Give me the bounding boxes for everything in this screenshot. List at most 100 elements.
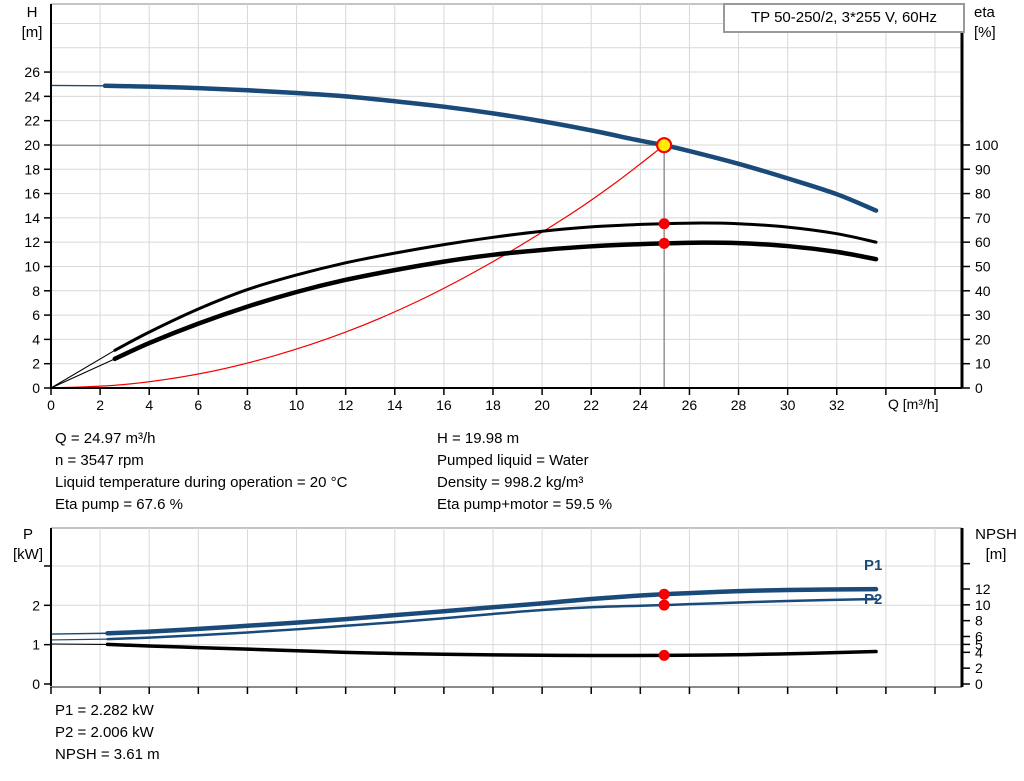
eta-pump-curve-lead-in xyxy=(50,349,116,389)
power-npsh-chart-left-tick-label: 2 xyxy=(32,597,40,613)
power-npsh-chart-right-tick-label: 12 xyxy=(975,581,991,597)
eta-pump-motor-value: Eta pump+motor = 59.5 % xyxy=(437,496,613,513)
p-axis-label-line1: P xyxy=(22,526,33,543)
qh-eta-chart-left-tick-label: 24 xyxy=(24,88,40,104)
qh-eta-chart-x-tick-label: 18 xyxy=(485,397,501,413)
operating-data-right: H = 19.98 m Pumped liquid = Water Densit… xyxy=(437,428,612,516)
qh-eta-chart-right-tick-label: 80 xyxy=(975,186,991,202)
pumped-liquid-value: Pumped liquid = Water xyxy=(437,452,589,469)
npsh-curve xyxy=(105,642,878,658)
power-npsh-chart-right-tick-label: 2 xyxy=(975,660,983,676)
qh-eta-chart-x-tick-label: 30 xyxy=(780,397,796,413)
eta-pump-value: Eta pump = 67.6 % xyxy=(55,496,183,513)
head-curve xyxy=(102,83,879,213)
operating-data-left: Q = 24.97 m³/h n = 3547 rpm Liquid tempe… xyxy=(55,428,347,516)
speed-value: n = 3547 rpm xyxy=(55,452,144,469)
power-npsh-chart-left-tick-label: 0 xyxy=(32,676,40,692)
qh-eta-chart-x-tick-label: 0 xyxy=(47,397,55,413)
eta-pump-motor-curve-lead-in xyxy=(50,358,116,389)
power-npsh-chart-right-tick-label: 6 xyxy=(975,628,983,644)
qh-eta-chart-right-tick-label: 50 xyxy=(975,258,991,274)
p1-curve-lead-in xyxy=(50,632,108,635)
qh-eta-chart-left-tick-label: 14 xyxy=(24,210,40,226)
density-value: Density = 998.2 kg/m³ xyxy=(437,474,584,491)
qh-eta-chart-x-tick-label: 10 xyxy=(289,397,305,413)
qh-eta-chart-x-tick-label: 26 xyxy=(682,397,698,413)
qh-eta-chart-x-tick-label: 8 xyxy=(244,397,252,413)
qh-eta-chart-x-tick-label: 4 xyxy=(145,397,153,413)
qh-eta-chart-left-tick-label: 26 xyxy=(24,64,40,80)
eta-pump-point xyxy=(658,218,670,230)
qh-eta-chart-left-tick-label: 16 xyxy=(24,186,40,202)
pump-type-title-box: TP 50-250/2, 3*255 V, 60Hz xyxy=(723,3,965,33)
p1-point xyxy=(658,588,670,600)
qh-eta-chart-x-tick-label: 20 xyxy=(534,397,550,413)
qh-eta-chart-right-tick-label: 90 xyxy=(975,161,991,177)
qh-eta-chart-x-tick-label: 28 xyxy=(731,397,747,413)
npsh-point xyxy=(658,649,670,661)
qh-eta-chart-left-tick-label: 12 xyxy=(24,234,40,250)
p2-curve-lead-in xyxy=(50,638,108,641)
h-value: H = 19.98 m xyxy=(437,430,520,447)
power-npsh-chart-right-tick-label: 10 xyxy=(975,597,991,613)
p1-curve xyxy=(105,586,879,636)
qh-eta-chart-right-tick-label: 10 xyxy=(975,356,991,372)
qh-eta-chart-x-tick-label: 6 xyxy=(194,397,202,413)
qh-eta-chart-right-tick-label: 20 xyxy=(975,331,991,347)
qh-eta-chart-left-tick-label: 2 xyxy=(32,356,40,372)
qh-eta-chart-x-tick-label: 32 xyxy=(829,397,845,413)
qh-eta-chart-x-tick-label: 12 xyxy=(338,397,354,413)
qh-eta-chart-x-tick-label: 14 xyxy=(387,397,403,413)
power-data: P1 = 2.282 kW P2 = 2.006 kW NPSH = 3.61 … xyxy=(55,700,160,766)
qh-eta-chart-right-tick-label: 30 xyxy=(975,307,991,323)
power-npsh-chart-left-tick-label: 1 xyxy=(32,637,40,653)
power-npsh-chart-right-tick-label: 8 xyxy=(975,613,983,629)
p2-curve-label: P2 xyxy=(864,591,883,608)
power-npsh-chart-right-tick-label: 5 xyxy=(975,636,983,652)
qh-eta-chart-left-tick-label: 4 xyxy=(32,331,40,347)
qh-eta-chart-left-tick-label: 0 xyxy=(32,380,40,396)
h-axis-label-line2: [m] xyxy=(21,24,43,41)
eta-axis-label-line2: [%] xyxy=(974,24,996,41)
p2-curve xyxy=(106,597,878,641)
p-axis-label: P [kW] xyxy=(8,525,48,565)
qh-eta-chart-x-tick-label: 24 xyxy=(633,397,649,413)
q-axis-label: Q [m³/h] xyxy=(888,396,939,412)
p2-value: P2 = 2.006 kW xyxy=(55,724,154,741)
qh-eta-chart-right-tick-label: 100 xyxy=(975,137,999,153)
p-axis-label-line2: [kW] xyxy=(13,546,43,563)
eta-pump-motor-curve xyxy=(112,240,879,362)
npsh-axis-label-line2: [m] xyxy=(985,546,1007,563)
p1-curve-label: P1 xyxy=(864,557,883,574)
npsh-value: NPSH = 3.61 m xyxy=(55,746,160,763)
qh-eta-chart-x-tick-label: 22 xyxy=(583,397,599,413)
power-npsh-chart-right-tick-label: 4 xyxy=(975,644,983,660)
qh-eta-chart-right-tick-label: 0 xyxy=(975,380,983,396)
qh-eta-chart-left-tick-label: 20 xyxy=(24,137,40,153)
qh-eta-chart-left-tick-label: 6 xyxy=(32,307,40,323)
qh-eta-chart-left-tick-label: 18 xyxy=(24,161,40,177)
eta-axis-label: eta [%] xyxy=(974,3,1022,43)
qh-eta-chart-x-tick-label: 2 xyxy=(96,397,104,413)
qh-eta-chart-left-tick-label: 10 xyxy=(24,258,40,274)
qh-eta-chart-right-tick-label: 40 xyxy=(975,283,991,299)
eta-axis-label-line1: eta xyxy=(974,4,995,21)
npsh-axis-label-line1: NPSH xyxy=(975,526,1017,543)
qh-eta-chart-right-tick-label: 70 xyxy=(975,210,991,226)
eta-pump-motor-point xyxy=(658,237,670,249)
liquid-temperature-value: Liquid temperature during operation = 20… xyxy=(55,474,348,491)
qh-eta-chart-left-tick-label: 22 xyxy=(24,113,40,129)
h-axis-label-line1: H xyxy=(26,4,38,21)
eta-pump-curve xyxy=(113,221,878,352)
qh-eta-chart-right-tick-label: 60 xyxy=(975,234,991,250)
duty-point xyxy=(656,137,673,154)
qh-eta-chart-x-tick-label: 16 xyxy=(436,397,452,413)
p1-value: P1 = 2.282 kW xyxy=(55,702,154,719)
p2-point xyxy=(658,599,670,611)
system-curve xyxy=(50,144,665,389)
q-value: Q = 24.97 m³/h xyxy=(55,430,156,447)
npsh-axis-label: NPSH [m] xyxy=(970,525,1022,565)
qh-eta-chart-left-tick-label: 8 xyxy=(32,283,40,299)
